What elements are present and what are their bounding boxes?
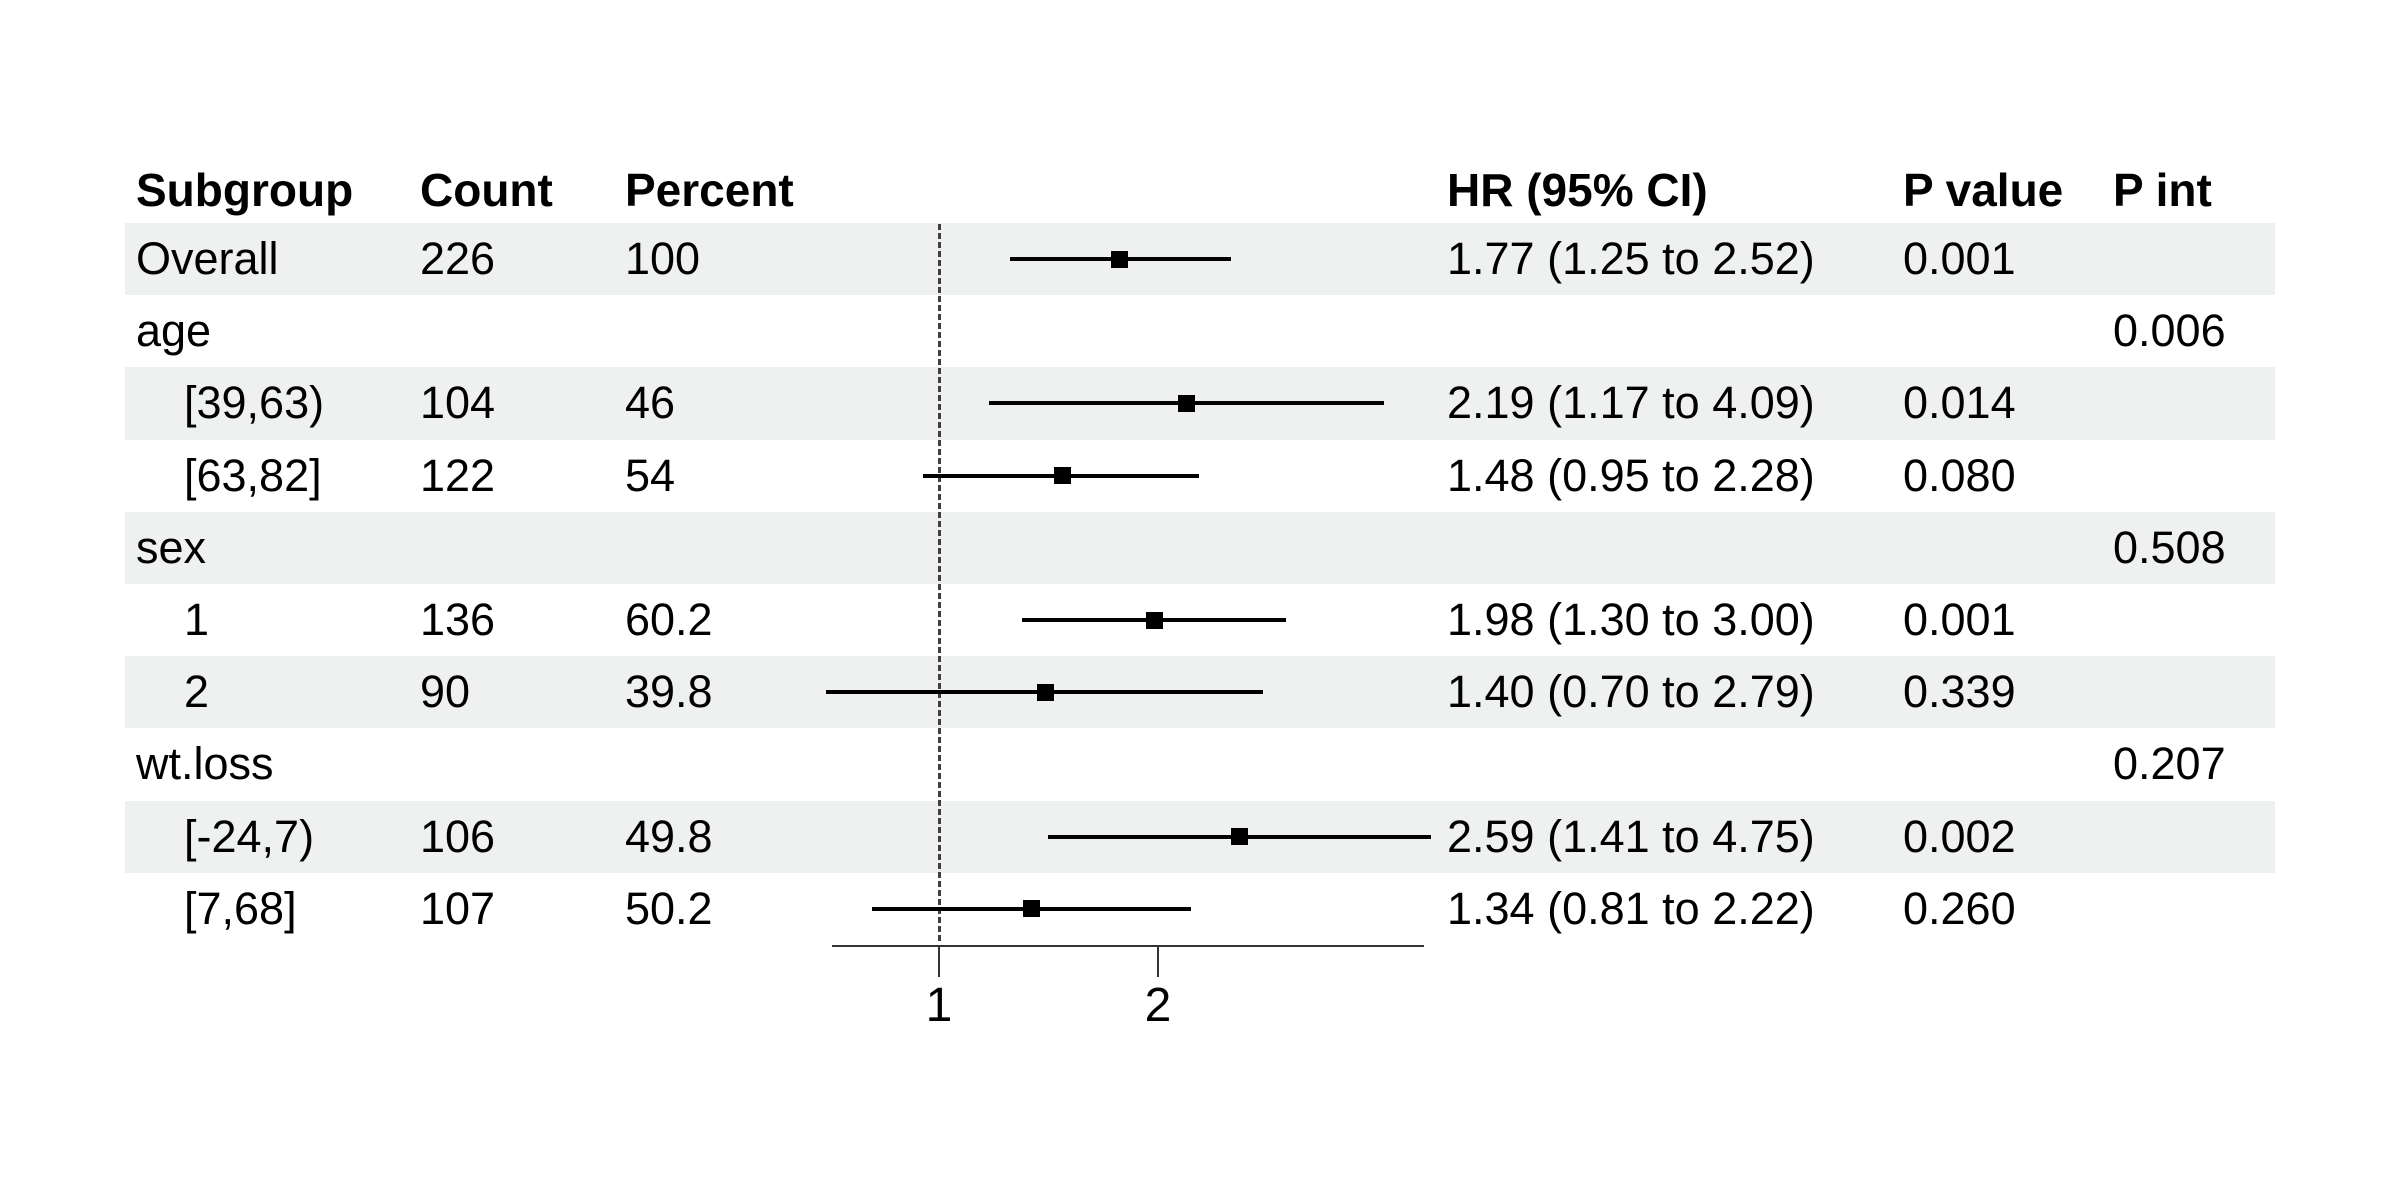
table-row: [-24,7) 106 49.8 2.59 (1.41 to 4.75) 0.002 <box>125 800 2275 873</box>
column-header-hr-ci: HR (95% CI) <box>1447 164 1708 216</box>
table-row: [7,68] 107 50.2 1.34 (0.81 to 2.22) 0.260 <box>125 873 2275 945</box>
hr-marker <box>1231 828 1249 846</box>
p-int-cell: 0.207 <box>2113 738 2226 790</box>
count-cell: 106 <box>420 810 496 862</box>
table-row: Overall 226 100 1.77 (1.25 to 2.52) 0.001 <box>125 223 2275 296</box>
table-row: sex 0.508 <box>125 511 2275 584</box>
table-row: 1 136 60.2 1.98 (1.30 to 3.00) 0.001 <box>125 584 2275 656</box>
count-cell: 136 <box>420 594 496 646</box>
percent-cell: 46 <box>625 377 676 429</box>
hr-marker <box>1022 900 1040 918</box>
table-row: [39,63) 104 46 2.19 (1.17 to 4.09) 0.014 <box>125 367 2275 440</box>
hr-ci-cell: 1.77 (1.25 to 2.52) <box>1447 233 1815 285</box>
hr-ci-cell: 2.59 (1.41 to 4.75) <box>1447 810 1815 862</box>
percent-cell: 54 <box>625 449 676 501</box>
p-value-cell: 0.002 <box>1903 810 2016 862</box>
percent-cell: 39.8 <box>625 666 713 718</box>
reference-line <box>937 224 941 941</box>
column-header-subgroup: Subgroup <box>136 164 354 216</box>
x-axis-tick-label: 2 <box>1144 979 1172 1032</box>
subgroup-cell: sex <box>136 521 207 573</box>
subgroup-cell: [39,63) <box>184 377 325 429</box>
x-axis-tick <box>938 947 940 977</box>
hr-ci-cell: 1.98 (1.30 to 3.00) <box>1447 594 1815 646</box>
subgroup-cell: wt.loss <box>136 738 274 790</box>
table-row: age 0.006 <box>125 295 2275 367</box>
count-cell: 90 <box>420 666 471 718</box>
p-int-cell: 0.508 <box>2113 521 2226 573</box>
p-value-cell: 0.001 <box>1903 233 2016 285</box>
p-value-cell: 0.014 <box>1903 377 2016 429</box>
percent-cell: 49.8 <box>625 810 713 862</box>
hr-marker <box>1146 611 1164 629</box>
hr-ci-cell: 1.40 (0.70 to 2.79) <box>1447 666 1815 718</box>
count-cell: 104 <box>420 377 496 429</box>
hr-marker <box>1178 394 1196 412</box>
hr-ci-cell: 2.19 (1.17 to 4.09) <box>1447 377 1815 429</box>
subgroup-cell: [7,68] <box>184 882 297 934</box>
x-axis-tick <box>1157 947 1159 977</box>
p-value-cell: 0.260 <box>1903 882 2016 934</box>
x-axis-line <box>832 945 1424 947</box>
hr-marker <box>1054 467 1072 485</box>
table-row: 2 90 39.8 1.40 (0.70 to 2.79) 0.339 <box>125 656 2275 729</box>
column-header-percent: Percent <box>625 164 794 216</box>
count-cell: 107 <box>420 882 496 934</box>
table-row: [63,82] 122 54 1.48 (0.95 to 2.28) 0.080 <box>125 440 2275 512</box>
column-header-p-value: P value <box>1903 164 2064 216</box>
hr-ci-cell: 1.34 (0.81 to 2.22) <box>1447 882 1815 934</box>
percent-cell: 100 <box>625 233 701 285</box>
x-axis-tick-label: 1 <box>925 979 953 1032</box>
subgroup-cell: [63,82] <box>184 449 322 501</box>
subgroup-cell: 2 <box>184 666 210 718</box>
percent-cell: 60.2 <box>625 594 713 646</box>
column-header-p-int: P int <box>2113 164 2212 216</box>
subgroup-cell: [-24,7) <box>184 810 315 862</box>
subgroup-cell: Overall <box>136 233 279 285</box>
percent-cell: 50.2 <box>625 882 713 934</box>
count-cell: 122 <box>420 449 496 501</box>
column-header-count: Count <box>420 164 553 216</box>
subgroup-cell: 1 <box>184 594 210 646</box>
subgroup-cell: age <box>136 305 212 357</box>
hr-ci-cell: 1.48 (0.95 to 2.28) <box>1447 449 1815 501</box>
hr-marker <box>1110 250 1128 268</box>
p-value-cell: 0.001 <box>1903 594 2016 646</box>
p-int-cell: 0.006 <box>2113 305 2226 357</box>
count-cell: 226 <box>420 233 496 285</box>
table-row: wt.loss 0.207 <box>125 728 2275 800</box>
p-value-cell: 0.080 <box>1903 449 2016 501</box>
p-value-cell: 0.339 <box>1903 666 2016 718</box>
hr-marker <box>1036 683 1054 701</box>
